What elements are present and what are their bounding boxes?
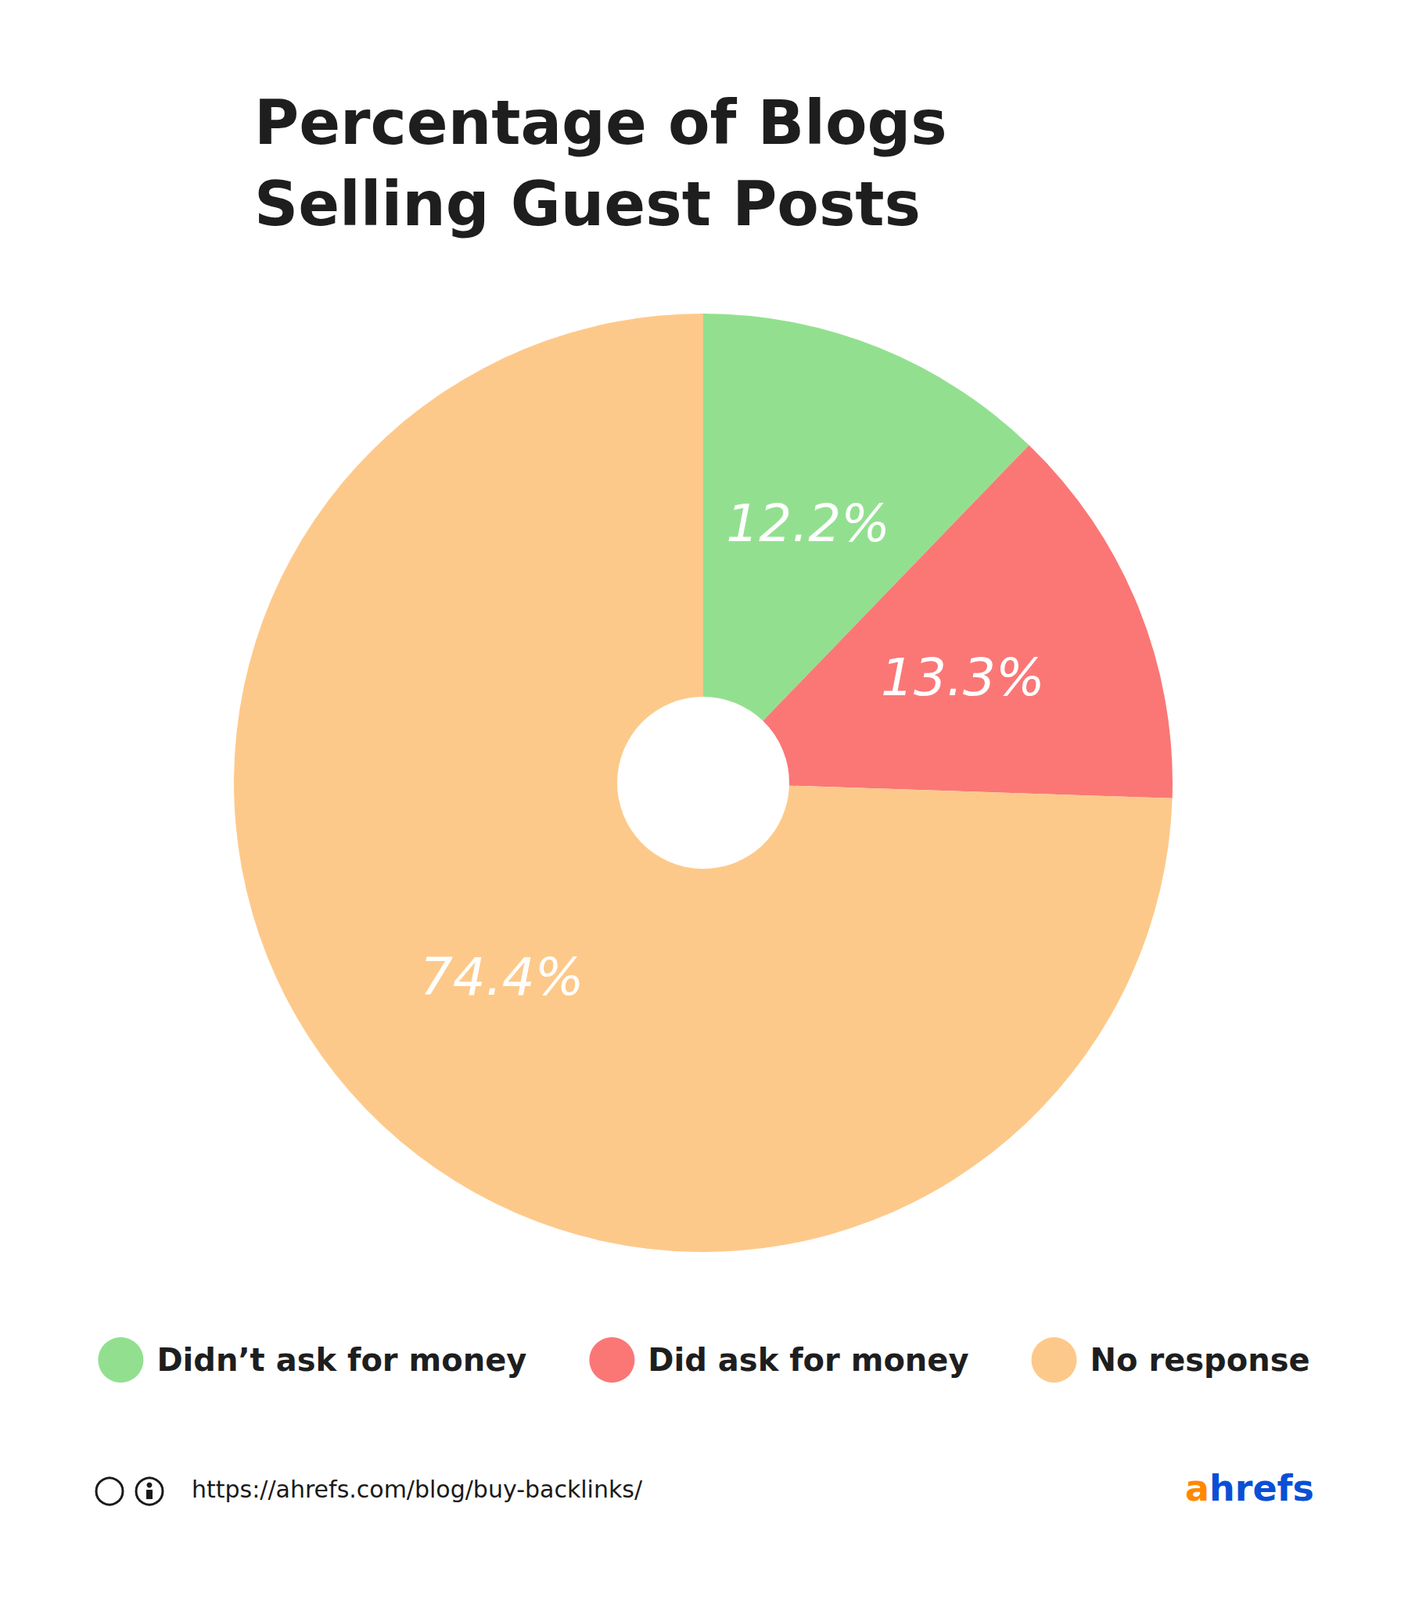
svg-text:Did ask for money: Did ask for money [647,1342,969,1379]
svg-text:Selling Guest Posts: Selling Guest Posts [254,168,921,240]
svg-text:Percentage of Blogs: Percentage of Blogs [254,87,969,159]
svg-text:No response: No response [1090,1342,1311,1379]
svg-text:hrefs: hrefs [1209,1467,1315,1510]
svg-text:74.4%: 74.4% [420,947,585,1008]
svg-text:Didn’t ask for money: Didn’t ask for money [156,1342,527,1379]
svg-text:13.3%: 13.3% [880,647,1046,708]
svg-text:https://ahrefs.com/blog/buy-ba: https://ahrefs.com/blog/buy-backlinks/ [191,1476,643,1504]
svg-text:12.2%: 12.2% [725,493,891,554]
svg-text:a: a [1185,1467,1210,1510]
